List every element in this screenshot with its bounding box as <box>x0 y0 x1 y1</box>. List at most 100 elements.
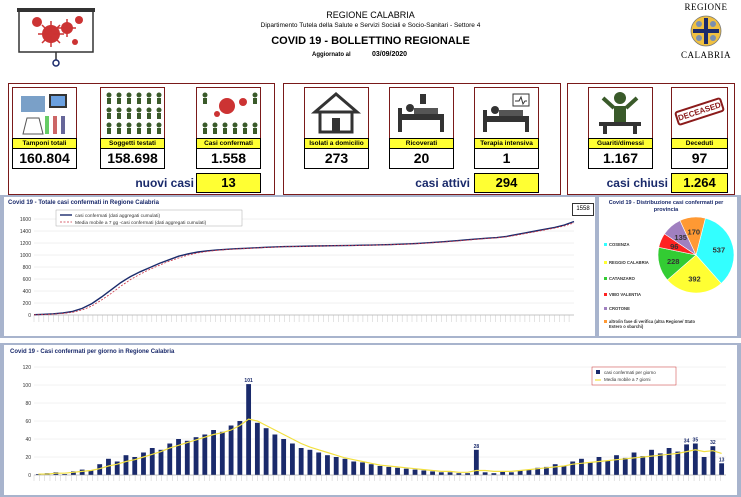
confirmed-people-icon <box>196 87 261 139</box>
daily-bar <box>667 448 672 475</box>
daily-chart: 0204060801001201012834 35 3213casi conferm… <box>4 355 737 495</box>
daily-bar <box>264 428 269 475</box>
daily-bar <box>413 470 418 475</box>
confermati-value: 1.558 <box>196 148 261 169</box>
daily-bar <box>343 459 348 475</box>
tamponi-value: 160.804 <box>12 148 77 169</box>
daily-bar <box>395 468 400 475</box>
guariti-value: 1.167 <box>588 148 653 169</box>
daily-bar <box>386 467 391 475</box>
daily-bar <box>605 461 610 475</box>
pie-legend-label: CROTONE <box>609 306 630 311</box>
daily-bar <box>649 450 654 475</box>
daily-bar <box>299 448 304 475</box>
daily-bar <box>684 444 689 475</box>
daily-bar <box>255 423 260 475</box>
bar-data-label: 28 <box>474 444 480 450</box>
bar-data-label: 32 <box>710 440 716 446</box>
legend-label: casi confermati (dati aggregati cumulati… <box>75 213 160 219</box>
daily-bar <box>421 471 426 476</box>
legend-label: Media mobile a 7 gg -casi confermati (da… <box>75 220 207 226</box>
pie-legend-swatch <box>604 243 607 246</box>
pie-legend-label: CATANZARO <box>609 276 636 281</box>
legend-label: casi confermati per giorno <box>604 370 656 375</box>
daily-bar <box>658 453 663 475</box>
pie-legend-swatch <box>604 261 607 264</box>
house-icon <box>304 87 369 139</box>
daily-bar <box>334 457 339 475</box>
series-line-2 <box>34 223 574 315</box>
bar-data-label: 35 <box>693 438 699 444</box>
daily-bar <box>430 471 435 475</box>
pie-legend-swatch <box>604 293 607 296</box>
pie-slice-label: 135 <box>674 233 687 242</box>
deceduti-value: 97 <box>671 148 728 169</box>
daily-bar <box>316 453 321 476</box>
y-tick-label: 1000 <box>20 253 31 259</box>
cumulative-chart-title: Covid 19 - Totale casi confermati in Reg… <box>8 200 159 206</box>
daily-bar <box>675 452 680 475</box>
daily-bar <box>159 450 164 475</box>
pie-legend-label: altro/in fase di verifica (altra Regione… <box>609 319 696 329</box>
pie-legend-label: REGGIO CALABRIA <box>609 260 649 265</box>
y-tick-label: 0 <box>28 313 31 319</box>
y-tick-label: 400 <box>23 289 32 295</box>
daily-bar <box>246 384 251 475</box>
daily-bar <box>439 472 444 475</box>
daily-bar <box>483 472 488 475</box>
daily-bar <box>124 455 129 475</box>
y-tick-label: 40 <box>25 437 31 443</box>
daily-bar <box>719 463 724 475</box>
bar-data-label: 13 <box>719 457 725 463</box>
y-tick-label: 120 <box>23 365 32 371</box>
emblem-icon <box>689 14 723 48</box>
pie-legend-swatch <box>604 320 607 323</box>
daily-bar <box>325 455 330 475</box>
y-tick-label: 100 <box>23 383 32 389</box>
daily-bar <box>579 459 584 475</box>
y-tick-label: 200 <box>23 301 32 307</box>
pie-slice-label: 170 <box>688 228 701 237</box>
logo-text-top: REGIONE <box>678 2 734 12</box>
daily-bar <box>588 462 593 475</box>
daily-bar <box>509 472 514 475</box>
updated-label: Aggiornato al <box>312 52 351 58</box>
daily-bar <box>404 469 409 475</box>
soggetti-value: 158.698 <box>100 148 165 169</box>
pie-slice-label: 228 <box>667 257 680 266</box>
daily-bar <box>211 430 216 475</box>
casi-chiusi-label: casi chiusi <box>590 176 668 190</box>
moving-average-line <box>38 419 721 474</box>
daily-bar <box>194 437 199 475</box>
daily-bar <box>448 472 453 475</box>
cumulative-chart: 0 200 400 600 800 1000 1200 1400 1600 casi confer… <box>4 207 595 336</box>
y-tick-label: 1600 <box>20 217 31 223</box>
pie-legend-swatch <box>604 307 607 310</box>
daily-bar <box>597 457 602 475</box>
y-tick-label: 600 <box>23 277 32 283</box>
daily-bar <box>229 426 234 476</box>
deceased-stamp-text: DECEASED <box>674 97 725 126</box>
daily-bar <box>220 432 225 475</box>
daily-bar <box>202 435 207 476</box>
pie-legend-label: COSENZA <box>609 242 629 247</box>
lab-equipment-icon <box>12 87 77 139</box>
bar-data-label: 34 <box>684 438 690 444</box>
hospital-bed-icon <box>389 87 454 139</box>
y-tick-label: 0 <box>28 473 31 479</box>
nuovi-casi-label: nuovi casi <box>110 176 194 190</box>
y-tick-label: 1200 <box>20 241 31 247</box>
daily-bar <box>351 462 356 476</box>
y-tick-label: 60 <box>25 419 31 425</box>
daily-bar <box>553 464 558 475</box>
casi-chiusi-value: 1.264 <box>671 173 728 193</box>
logo-text-bottom: CALABRIA <box>678 50 734 60</box>
deceased-stamp-icon: DECEASED <box>671 87 728 139</box>
daily-bar <box>623 458 628 475</box>
daily-bar <box>281 439 286 475</box>
daily-bar <box>640 456 645 475</box>
pie-slice-label: 96 <box>670 242 678 251</box>
pie-legend-swatch <box>604 277 607 280</box>
cumulative-legend: casi confermati (dati aggregati cumulati… <box>56 210 242 226</box>
